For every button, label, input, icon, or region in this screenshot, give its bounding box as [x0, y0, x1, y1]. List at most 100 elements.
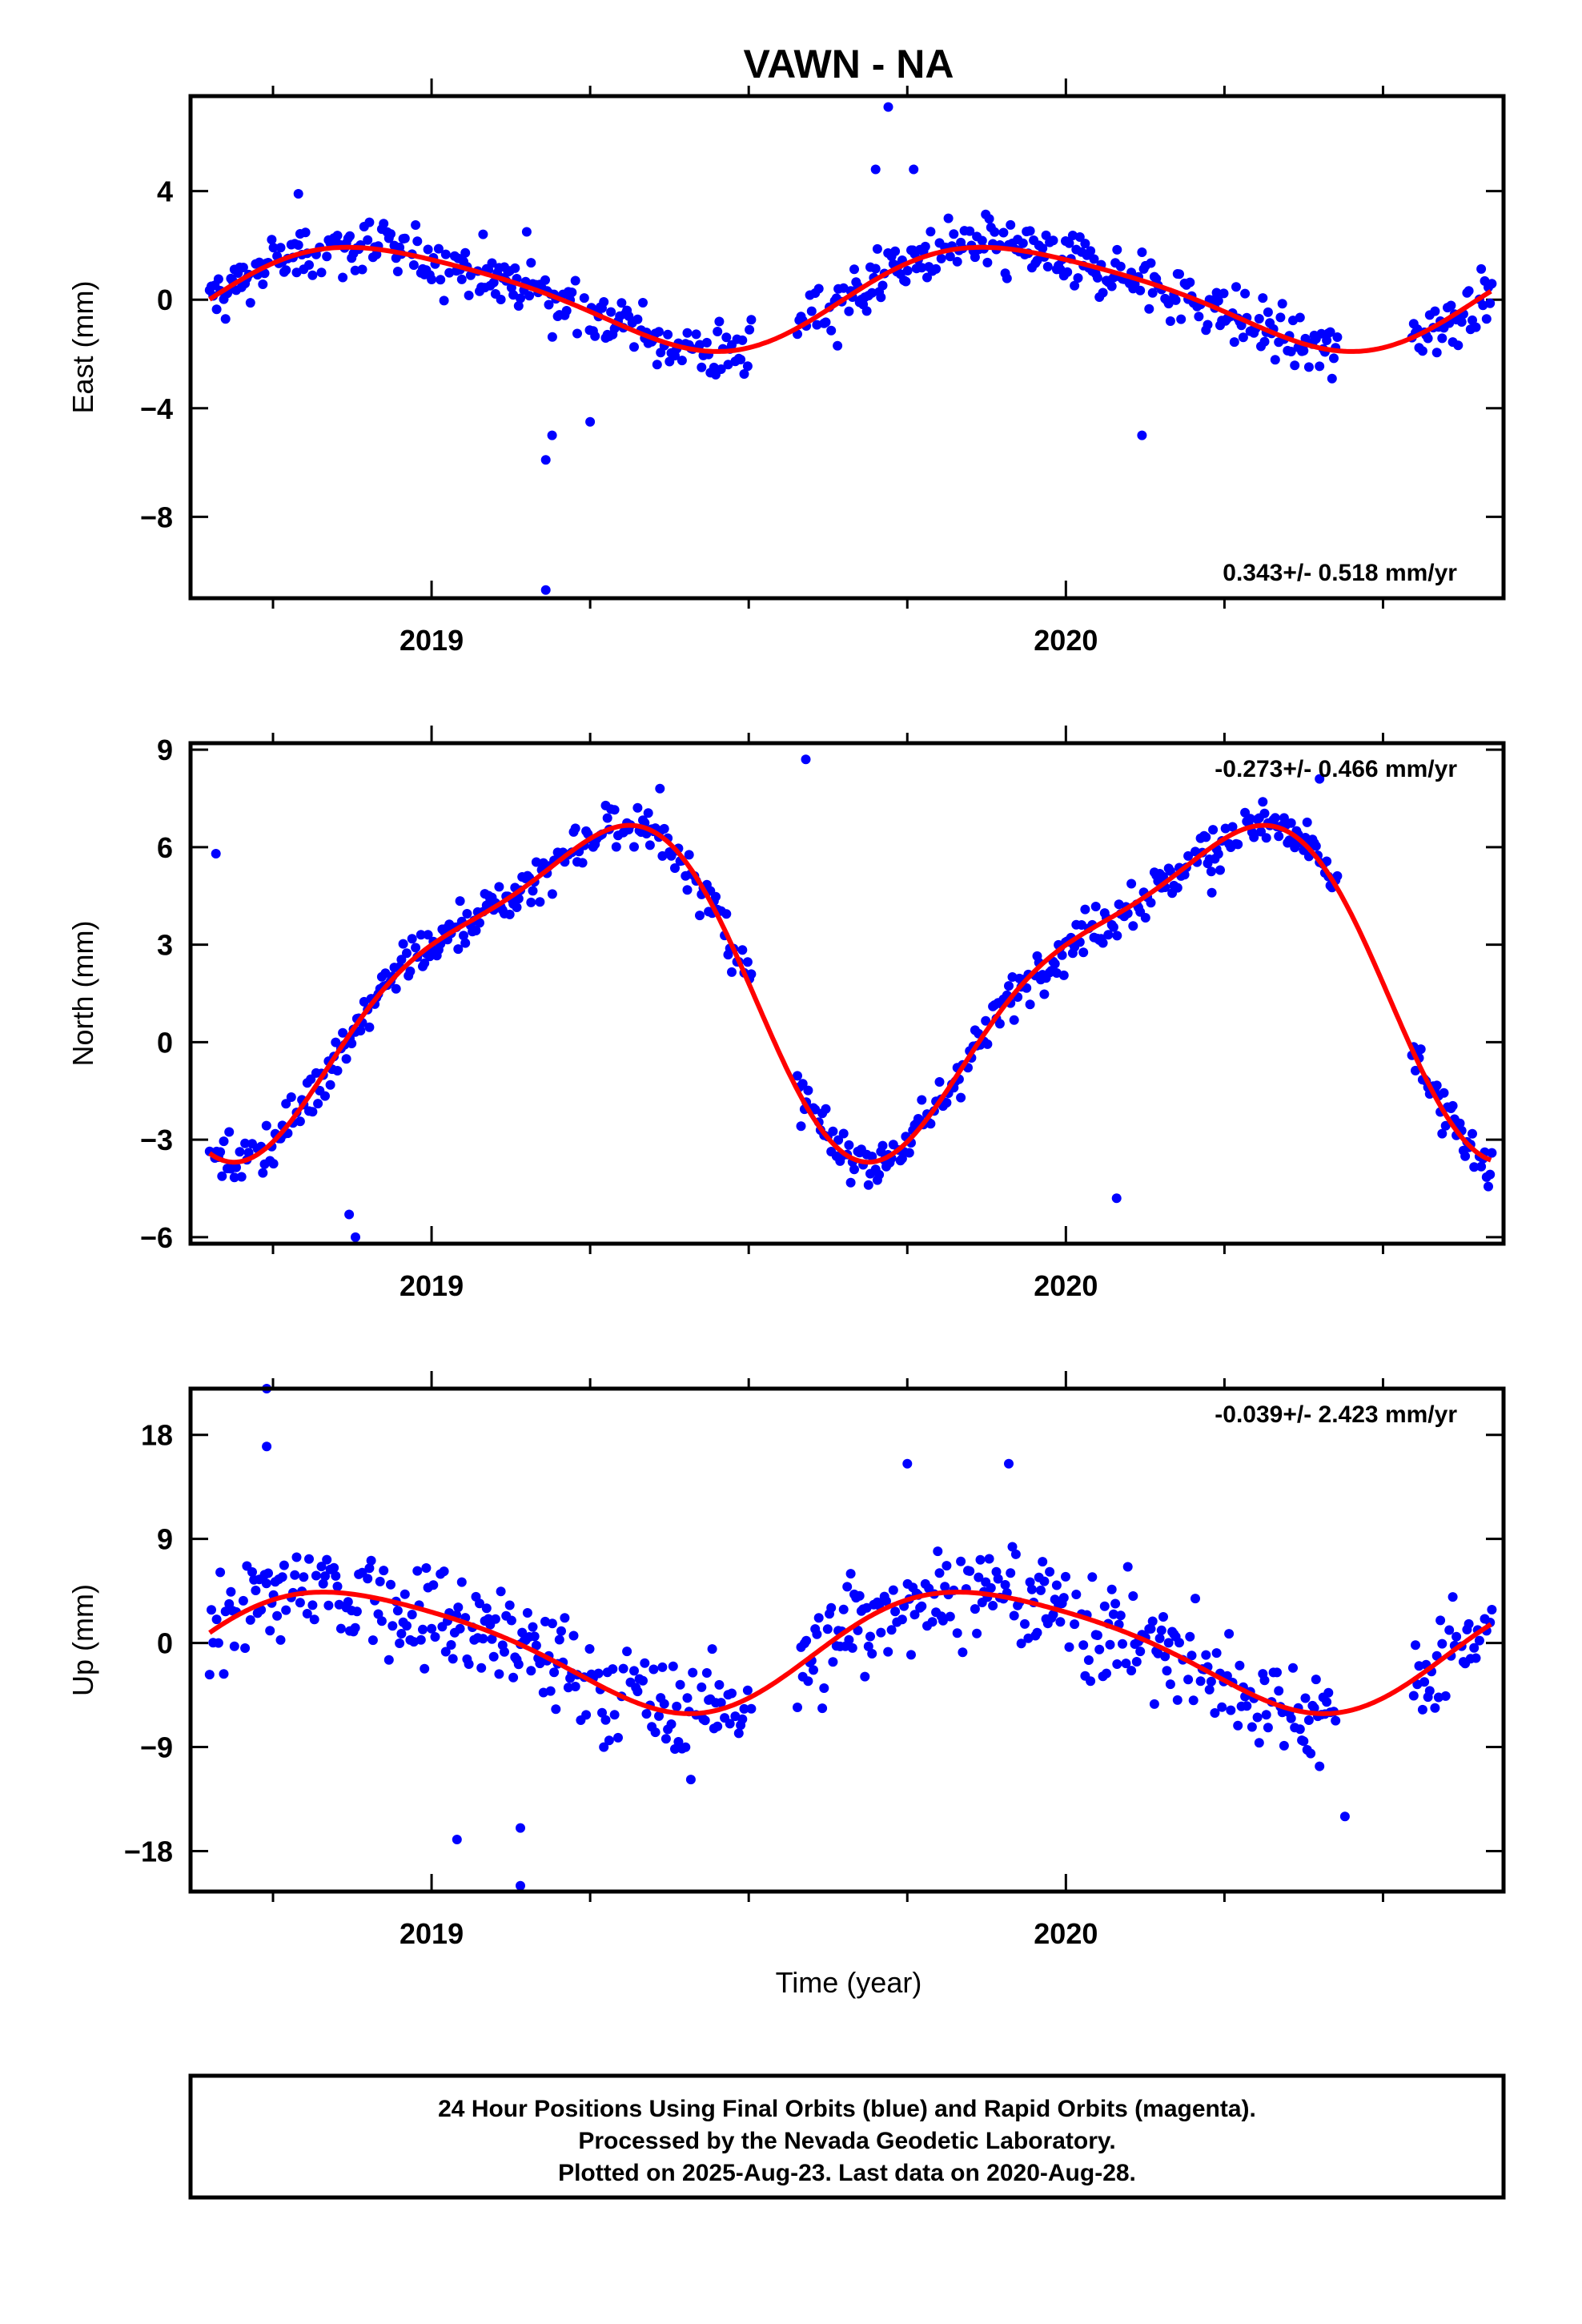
data-point	[1417, 346, 1427, 356]
data-point	[396, 955, 407, 965]
data-point	[1042, 262, 1053, 271]
data-point	[608, 1664, 618, 1675]
data-point	[876, 292, 886, 303]
y-tick-label: 0	[157, 283, 173, 316]
data-point	[659, 823, 669, 834]
data-point	[1227, 822, 1238, 832]
data-point	[420, 1663, 430, 1674]
data-point	[531, 1640, 541, 1651]
data-point	[977, 235, 987, 246]
data-point	[446, 1640, 456, 1650]
data-point	[300, 227, 311, 238]
data-point	[490, 1614, 500, 1624]
data-point	[1487, 279, 1497, 289]
data-point	[487, 1634, 497, 1644]
data-point	[332, 1582, 343, 1591]
data-point	[386, 1579, 396, 1590]
data-point	[1137, 247, 1147, 257]
data-point	[1039, 1576, 1050, 1586]
plot-frame	[188, 1386, 1506, 1894]
data-point	[1431, 1080, 1442, 1091]
data-point	[890, 1606, 901, 1617]
data-point	[707, 1644, 717, 1655]
x-tick-label: 2020	[1034, 624, 1098, 657]
plot-frame	[188, 94, 1506, 601]
data-point	[322, 1554, 332, 1565]
data-point	[713, 1721, 723, 1731]
data-point	[247, 1567, 257, 1577]
data-point	[974, 1572, 984, 1582]
data-point	[1339, 1811, 1350, 1822]
data-point	[597, 1707, 607, 1718]
data-point	[1038, 1557, 1048, 1567]
data-point	[420, 958, 430, 968]
data-point	[1249, 832, 1259, 842]
data-point	[1064, 1642, 1074, 1652]
data-point	[926, 227, 936, 237]
data-point	[307, 270, 318, 280]
data-point	[386, 229, 396, 239]
data-point	[672, 1701, 682, 1711]
data-point	[733, 1728, 744, 1739]
data-point	[876, 1627, 886, 1638]
data-point	[226, 1586, 236, 1597]
data-point	[1487, 1148, 1497, 1158]
data-point	[331, 1570, 341, 1581]
data-point	[1424, 1686, 1435, 1696]
data-point	[697, 1682, 707, 1692]
data-point	[475, 918, 484, 928]
data-point	[338, 272, 348, 283]
data-point	[982, 257, 993, 267]
data-point	[313, 1099, 323, 1109]
data-point	[1115, 261, 1126, 271]
data-point	[1455, 1118, 1465, 1128]
x-tick-label: 2019	[400, 1269, 464, 1302]
data-point	[455, 896, 465, 907]
data-point	[988, 1601, 998, 1610]
data-point	[367, 1635, 378, 1646]
data-point	[1213, 296, 1223, 306]
data-point	[1018, 238, 1028, 248]
data-point	[488, 1651, 499, 1662]
data-point	[261, 1120, 271, 1131]
data-point	[984, 1554, 994, 1564]
data-point	[1004, 1458, 1014, 1469]
data-point	[1259, 336, 1270, 347]
data-point	[970, 1604, 980, 1614]
data-point	[590, 331, 600, 341]
data-point	[355, 1026, 366, 1035]
data-point	[302, 1609, 312, 1618]
data-point	[561, 306, 572, 316]
data-point	[742, 1685, 753, 1695]
data-point	[275, 243, 286, 253]
data-point	[593, 1668, 604, 1679]
data-point	[528, 886, 538, 896]
rate-annotation: 0.343+/- 0.518 mm/yr	[1223, 560, 1457, 586]
data-point	[512, 903, 522, 912]
data-point	[828, 1126, 838, 1136]
data-point	[942, 1561, 952, 1571]
data-point	[1229, 337, 1239, 348]
data-point	[659, 1699, 669, 1709]
data-point	[1126, 1666, 1137, 1676]
rate-annotation: -0.039+/- 2.423 mm/yr	[1215, 1401, 1457, 1428]
data-point	[934, 1077, 945, 1087]
data-point	[364, 1022, 375, 1032]
data-point	[395, 1638, 405, 1648]
data-point	[551, 1704, 561, 1715]
data-point	[1156, 1625, 1166, 1635]
data-point	[1414, 1661, 1424, 1671]
data-point	[556, 1626, 566, 1636]
data-point	[1408, 1691, 1419, 1701]
data-point	[500, 1647, 509, 1657]
data-point	[1204, 1684, 1215, 1695]
data-point	[407, 934, 417, 944]
data-point	[1098, 287, 1108, 298]
data-point	[1135, 285, 1146, 296]
data-point	[363, 1574, 373, 1584]
data-point	[1000, 1580, 1010, 1590]
data-point	[1191, 1594, 1200, 1604]
data-point	[323, 1600, 334, 1610]
data-point	[423, 244, 433, 255]
data-point	[845, 1569, 856, 1579]
